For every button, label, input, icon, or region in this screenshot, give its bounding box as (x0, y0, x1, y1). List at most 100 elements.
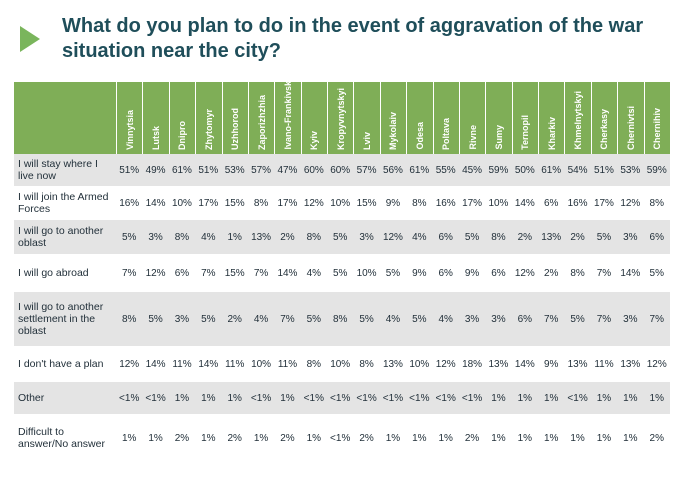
table-cell: 9% (379, 186, 407, 220)
table-cell: 17% (590, 186, 618, 220)
table-cell: 57% (247, 154, 275, 186)
table-cell: 5% (406, 292, 433, 346)
column-header: Dnipro (168, 82, 196, 154)
table-cell: 10% (353, 254, 380, 292)
table-cell: 10% (485, 186, 512, 220)
table-cell: 13% (379, 346, 407, 382)
table-cell: 1% (511, 382, 539, 414)
table-cell: 9% (538, 346, 565, 382)
table-cell: 5% (327, 254, 354, 292)
survey-table: Vinnytsia Lutsk Dnipro Zhytomyr Uzhhorod Zapo… (14, 81, 670, 462)
slide-title: What do you plan to do in the event of a… (62, 15, 644, 62)
table-cell: 4% (247, 292, 275, 346)
table-cell: 4% (379, 292, 407, 346)
table-cell: 14% (274, 254, 301, 292)
table-row: Difficult to answer/No answer 1% 1% 2% 1% 2% 1… (14, 414, 670, 462)
column-header-label: Odesa (414, 122, 425, 150)
table-cell: 5% (195, 292, 222, 346)
row-label: I will go to another oblast (14, 220, 117, 254)
table-cell: 17% (274, 186, 301, 220)
table-cell: 3% (617, 220, 644, 254)
column-header: Kyiv (300, 82, 328, 154)
table-cell: 14% (511, 186, 539, 220)
table-cell: 14% (195, 346, 222, 382)
table-cell: 2% (168, 414, 196, 462)
table-cell: 12% (379, 220, 407, 254)
table-cell: 13% (564, 346, 591, 382)
table-cell: 5% (564, 292, 591, 346)
table-cell: 1% (617, 382, 644, 414)
column-header-label: Kyiv (309, 130, 320, 150)
table-cell: 8% (168, 220, 196, 254)
column-header-label: Dnipro (177, 121, 188, 150)
table-cell: 60% (300, 154, 328, 186)
table-cell: 1% (116, 414, 143, 462)
table-cell: 3% (458, 292, 486, 346)
column-header-label: Zhytomyr (203, 108, 214, 150)
table-cell: 6% (485, 254, 512, 292)
table-cell: 17% (458, 186, 486, 220)
table-cell: 8% (300, 220, 328, 254)
table-cell: 1% (485, 382, 512, 414)
table-cell: 53% (617, 154, 644, 186)
table-cell: 4% (300, 254, 328, 292)
table-cell: 13% (617, 346, 644, 382)
column-header: Chernivtsi (617, 82, 644, 154)
table-cell: <1% (327, 382, 354, 414)
table-cell: 12% (142, 254, 169, 292)
table-cell: 9% (406, 254, 433, 292)
table-row: I will go abroad 7% 12% 6% 7% 15% 7% 14% 4% 5% 10%… (14, 254, 670, 292)
column-header: Zhytomyr (195, 82, 222, 154)
arrow-bullet-icon (20, 26, 40, 52)
table-cell: 51% (195, 154, 222, 186)
table-row: I will go to another settlement in the o… (14, 292, 670, 346)
table-cell: 2% (274, 414, 301, 462)
row-label: Other (14, 382, 117, 414)
table-cell: 6% (511, 292, 539, 346)
column-header-label: Chernivtsi (625, 105, 636, 150)
table-cell: 61% (168, 154, 196, 186)
table-cell: 12% (432, 346, 459, 382)
table-cell: 50% (511, 154, 539, 186)
table-cell: 13% (538, 220, 565, 254)
table-cell: 1% (274, 382, 301, 414)
table-cell: 5% (300, 292, 328, 346)
table-row: I will stay where I live now 51% 49% 61% 51%… (14, 154, 670, 186)
table-cell: 2% (538, 254, 565, 292)
table-cell: 5% (458, 220, 486, 254)
table-cell: 14% (142, 346, 169, 382)
column-header-label: Uzhhorod (230, 108, 241, 150)
column-header-label: Sumy (493, 125, 504, 150)
table-cell: <1% (142, 382, 169, 414)
table-cell: 61% (538, 154, 565, 186)
table-cell: 12% (116, 346, 143, 382)
table-cell: 59% (485, 154, 512, 186)
table-cell: 8% (485, 220, 512, 254)
table-cell: 7% (590, 254, 618, 292)
table-cell: 8% (247, 186, 275, 220)
table-cell: 51% (590, 154, 618, 186)
table-cell: 1% (432, 414, 459, 462)
table-cell: 2% (458, 414, 486, 462)
table-cell: <1% (327, 414, 354, 462)
row-label: I will join the Armed Forces (14, 186, 117, 220)
column-header-label: Lutsk (151, 125, 162, 150)
column-header: Khmelnytskyi (564, 82, 591, 154)
table-cell: 1% (511, 414, 539, 462)
column-header-label: Kharkiv (546, 116, 557, 150)
table-cell: 54% (564, 154, 591, 186)
table-cell: 11% (221, 346, 248, 382)
column-header: Cherkasy (590, 82, 618, 154)
table-cell: 1% (590, 382, 618, 414)
table-cell: 1% (247, 414, 275, 462)
table-cell: 6% (432, 254, 459, 292)
table-cell: 49% (142, 154, 169, 186)
table-cell: 4% (432, 292, 459, 346)
table-cell: 3% (142, 220, 169, 254)
table-cell: 7% (195, 254, 222, 292)
table-cell: 7% (247, 254, 275, 292)
column-header-label: Khmelnytskyi (573, 91, 584, 150)
table-cell: <1% (564, 382, 591, 414)
table-cell: <1% (353, 382, 380, 414)
